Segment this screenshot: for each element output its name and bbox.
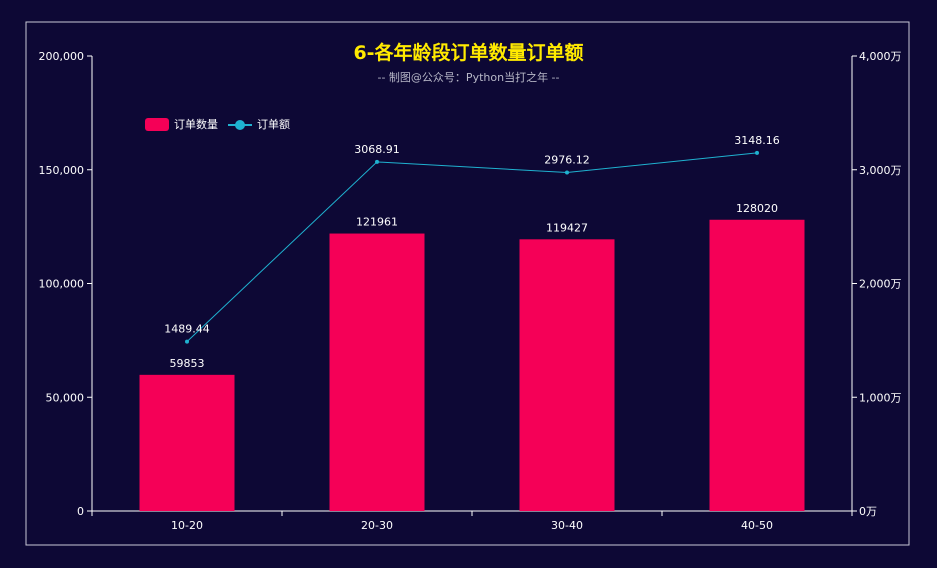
- line-data-label: 3148.16: [734, 134, 780, 147]
- legend-label-amount: 订单额: [257, 118, 290, 131]
- chart-frame: [25, 21, 910, 546]
- line-data-label: 2976.12: [544, 153, 590, 166]
- y-left-tick-label: 100,000: [39, 278, 85, 291]
- legend-item-amount[interactable]: 订单额: [228, 116, 290, 132]
- bar-data-label: 59853: [170, 357, 205, 370]
- legend-swatch-amount: [228, 118, 252, 131]
- y-left-tick-label: 0: [77, 505, 84, 518]
- bar: [139, 374, 235, 511]
- line-point: [755, 150, 759, 155]
- line-point: [375, 159, 379, 164]
- y-left-tick-label: 200,000: [39, 50, 85, 63]
- bar-data-label: 128020: [736, 202, 778, 215]
- legend-label-orders: 订单数量: [174, 118, 218, 131]
- x-tick-label: 20-30: [361, 519, 393, 532]
- bar: [329, 233, 425, 511]
- line-series: [186, 152, 758, 342]
- line-data-label: 3068.91: [354, 143, 400, 156]
- x-tick-label: 10-20: [171, 519, 203, 532]
- legend: 订单数量 订单额: [145, 116, 290, 132]
- bar-data-label: 121961: [356, 216, 398, 229]
- y-right-tick-label: 2,000万: [859, 278, 902, 291]
- y-right-tick-label: 3,000万: [859, 164, 902, 177]
- chart-subtitle: -- 制图@公众号：Python当打之年 --: [377, 71, 560, 84]
- legend-swatch-orders: [145, 117, 169, 131]
- chart-title: 6-各年龄段订单数量订单额: [353, 42, 584, 64]
- x-tick-label: 40-50: [741, 519, 773, 532]
- line-point: [185, 339, 189, 344]
- line-point: [565, 170, 569, 175]
- y-left-tick-label: 50,000: [46, 391, 85, 404]
- line-data-label: 1489.44: [164, 323, 210, 336]
- y-right-tick-label: 0万: [859, 505, 877, 518]
- legend-item-orders[interactable]: 订单数量: [145, 116, 218, 132]
- y-right-tick-label: 4,000万: [859, 50, 902, 63]
- x-tick-label: 30-40: [551, 519, 583, 532]
- bar: [709, 219, 805, 511]
- y-right-tick-label: 1,000万: [859, 391, 902, 404]
- bar: [519, 239, 615, 511]
- bar-data-label: 119427: [546, 221, 588, 234]
- y-left-tick-label: 150,000: [39, 164, 85, 177]
